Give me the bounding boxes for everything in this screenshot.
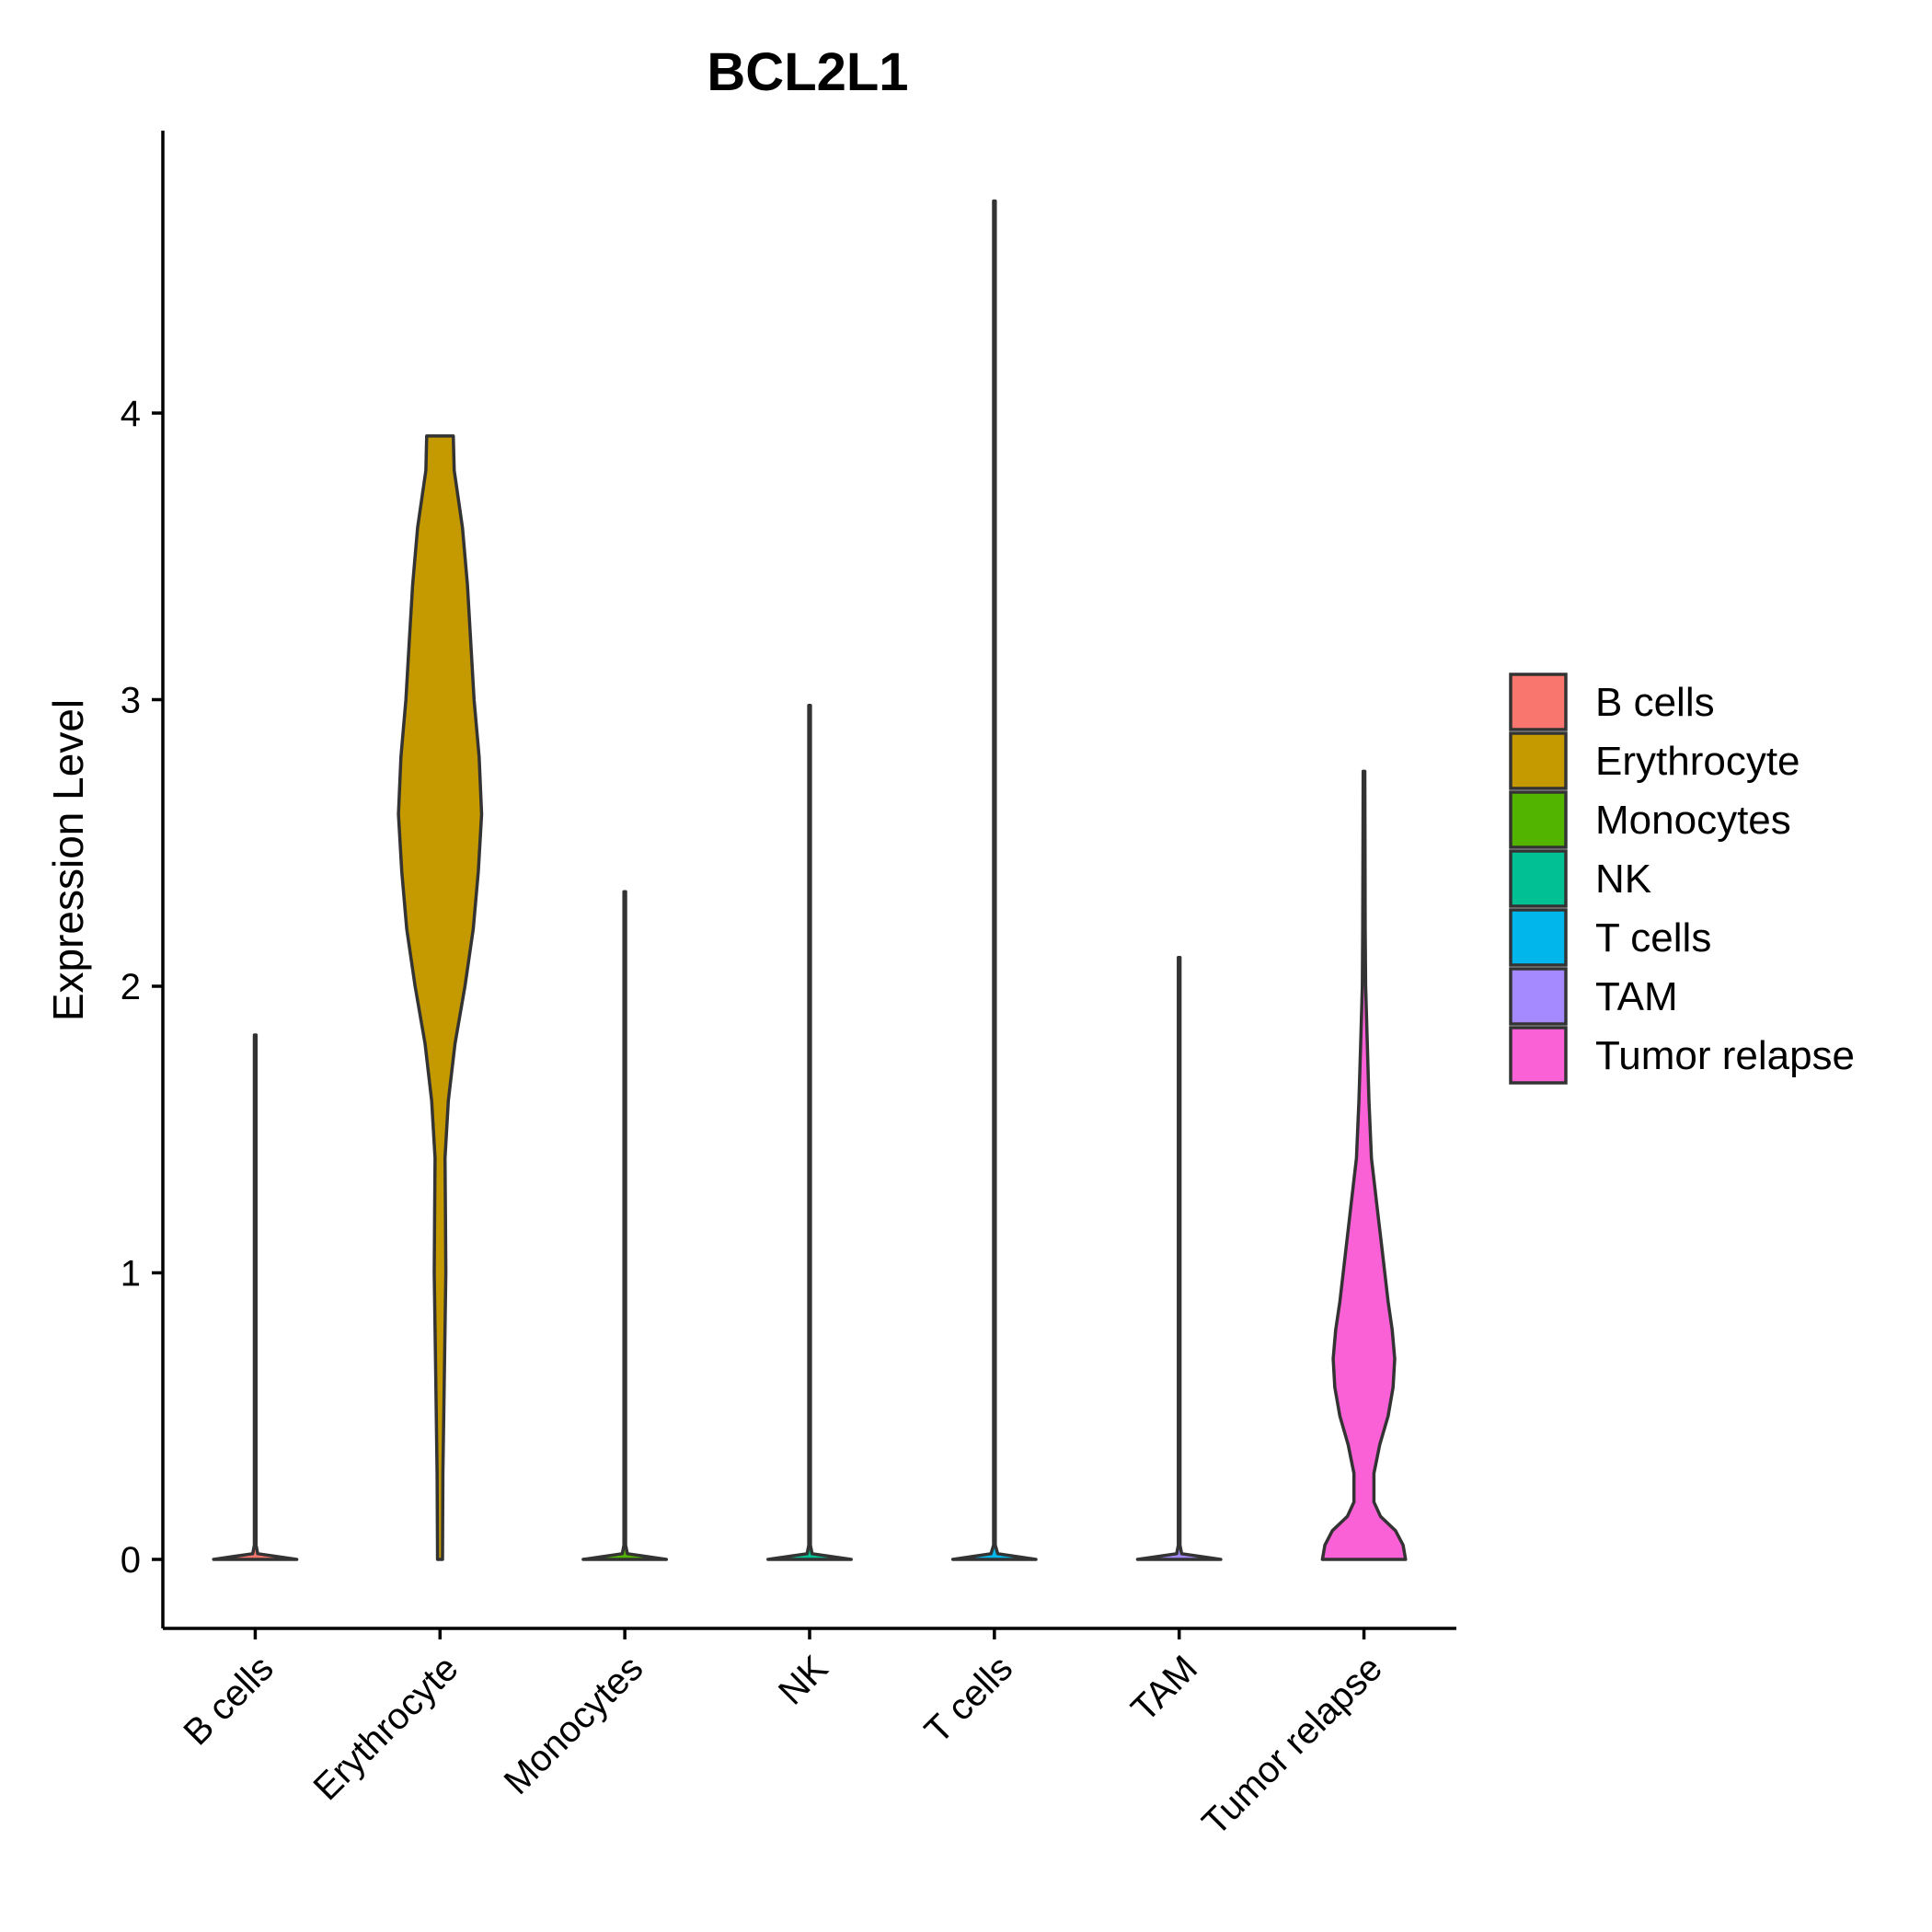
violin-monocytes xyxy=(581,890,669,1561)
axes: 0 1 2 3 4 B cells Erythrocyte Monocytes NK T cell… xyxy=(121,131,1456,1844)
y-tick-label-4: 4 xyxy=(121,394,141,434)
legend: B cells Erythrocyte Monocytes NK T cells TAM T… xyxy=(1509,673,1855,1085)
violin-nk xyxy=(766,703,853,1561)
legend-label-b-cells: B cells xyxy=(1595,680,1715,725)
x-tick-label-tumor-relapse: Tumor relapse xyxy=(1195,1648,1390,1843)
legend-label-t-cells: T cells xyxy=(1595,915,1711,960)
legend-key-monocytes xyxy=(1509,790,1568,849)
violin-group xyxy=(212,199,1408,1561)
y-tick-label-3: 3 xyxy=(121,681,141,721)
legend-key-nk xyxy=(1509,849,1568,908)
x-tick-label-nk: NK xyxy=(771,1648,836,1713)
legend-key-t-cells xyxy=(1509,908,1568,967)
legend-label-tumor-relapse: Tumor relapse xyxy=(1595,1033,1855,1078)
legend-key-tam xyxy=(1509,967,1568,1026)
legend-label-monocytes: Monocytes xyxy=(1595,798,1791,843)
legend-label-erythrocyte: Erythrocyte xyxy=(1595,739,1800,784)
violin-tam xyxy=(1135,956,1223,1561)
x-tick-label-tam: TAM xyxy=(1123,1648,1205,1730)
x-tick-label-erythrocyte: Erythrocyte xyxy=(305,1648,466,1808)
legend-key-erythrocyte xyxy=(1509,731,1568,790)
y-tick-label-1: 1 xyxy=(121,1254,141,1294)
x-tick-label-monocytes: Monocytes xyxy=(497,1648,651,1802)
y-tick-label-0: 0 xyxy=(121,1540,141,1581)
y-axis-title: Expression Level xyxy=(44,699,92,1021)
chart-title: BCL2L1 xyxy=(707,42,908,102)
x-tick-label-t-cells: T cells xyxy=(917,1648,1020,1751)
legend-label-tam: TAM xyxy=(1595,974,1678,1019)
violin-b-cells xyxy=(212,1033,299,1561)
violin-erythrocyte xyxy=(397,434,484,1561)
legend-key-b-cells xyxy=(1509,673,1568,731)
violin-t-cells xyxy=(950,199,1038,1561)
violin-tumor-relapse xyxy=(1320,769,1408,1561)
legend-label-nk: NK xyxy=(1595,857,1651,902)
y-tick-label-2: 2 xyxy=(121,967,141,1007)
x-tick-label-b-cells: B cells xyxy=(176,1648,281,1753)
legend-key-tumor-relapse xyxy=(1509,1026,1568,1085)
